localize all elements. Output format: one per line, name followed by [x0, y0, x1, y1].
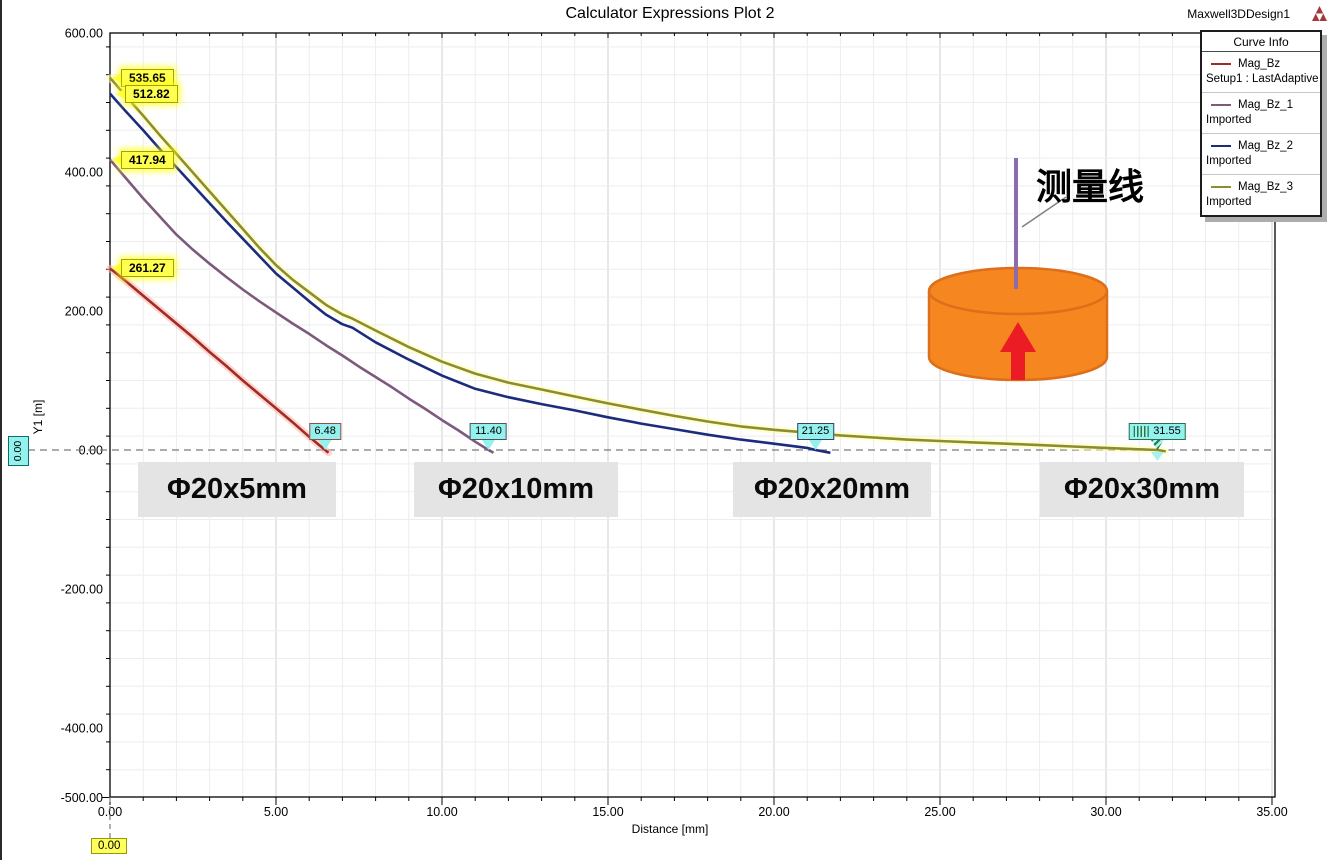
size-label-20x20: Φ20x20mm — [733, 462, 931, 517]
zero-marker-6.48[interactable]: 6.48 — [309, 423, 341, 450]
callout-value: 417.94 — [121, 150, 174, 169]
marker-value: 31.55 — [1129, 423, 1186, 440]
marker-tip-icon — [481, 440, 495, 450]
curve-Mag_Bz_2[interactable] — [109, 92, 831, 455]
window-edge — [0, 0, 2, 860]
data-label-535.65[interactable]: 535.65 — [111, 68, 174, 87]
legend-series-name: Mag_Bz — [1238, 58, 1281, 70]
plot-frame — [109, 32, 1276, 798]
data-label-261.27[interactable]: 261.27 — [111, 259, 174, 278]
svg-text:30.00: 30.00 — [1090, 805, 1121, 819]
svg-text:5.00: 5.00 — [264, 805, 288, 819]
svg-text:400.00: 400.00 — [65, 166, 103, 180]
plot-title: Calculator Expressions Plot 2 — [565, 5, 775, 22]
data-label-417.94[interactable]: 417.94 — [111, 150, 174, 169]
callout-arrow-icon — [115, 88, 125, 99]
legend-line-sample — [1211, 145, 1231, 147]
marker-tip-icon — [1150, 440, 1164, 450]
svg-text:200.00: 200.00 — [65, 305, 103, 319]
legend-entry-Mag_Bz_1: Mag_Bz_1 Imported — [1202, 92, 1320, 133]
zero-marker-11.40[interactable]: 11.40 — [470, 423, 507, 450]
magnetization-arrow-icon — [1000, 322, 1036, 380]
marker-value: 11.40 — [470, 423, 507, 440]
callout-arrow-icon — [111, 154, 121, 165]
callout-value: 261.27 — [121, 259, 174, 278]
axis-ticks — [102, 33, 1273, 805]
legend-series-name: Mag_Bz_2 — [1238, 140, 1293, 152]
size-label-20x30: Φ20x30mm — [1040, 462, 1244, 517]
legend-series-info: Setup1 : LastAdaptive — [1206, 73, 1319, 85]
x-axis-title: Distance [mm] — [631, 822, 709, 836]
data-label-512.82[interactable]: 512.82 — [115, 84, 178, 103]
callout-arrow-icon — [111, 263, 121, 274]
legend-line-sample — [1211, 63, 1231, 65]
callout-value: 512.82 — [125, 84, 178, 103]
zero-line-marker[interactable]: 0.00 — [8, 436, 29, 466]
legend-entry-Mag_Bz_3: Mag_Bz_3 Imported — [1202, 174, 1320, 215]
legend-series-info: Imported — [1206, 196, 1252, 208]
marker-sub-tip-icon — [1150, 452, 1164, 461]
size-label-20x5: Φ20x5mm — [138, 462, 336, 517]
design-name: Maxwell3DDesign1 — [1187, 7, 1290, 21]
svg-text:15.00: 15.00 — [592, 805, 623, 819]
zero-marker-21.25[interactable]: 21.25 — [796, 423, 835, 450]
origin-marker[interactable]: 0.00 — [91, 838, 128, 854]
marker-tip-icon — [809, 440, 822, 450]
legend-curve-info[interactable]: Curve Info Mag_Bz Setup1 : LastAdaptive Ma… — [1200, 30, 1322, 217]
curve-Mag_Bz_3[interactable] — [109, 76, 1167, 453]
svg-text:0.00: 0.00 — [98, 805, 122, 819]
svg-text:10.00: 10.00 — [426, 805, 457, 819]
y-tick-labels: 600.00400.00200.000.00-200.00-400.00-500… — [61, 27, 103, 806]
measure-line-label: 测量线 — [1036, 166, 1145, 207]
svg-text:-200.00: -200.00 — [61, 583, 103, 597]
svg-text:35.00: 35.00 — [1256, 805, 1287, 819]
zero-marker-31.55[interactable]: 31.55 — [1129, 423, 1186, 461]
legend-series-info: Imported — [1206, 155, 1252, 167]
svg-text:-400.00: -400.00 — [61, 722, 103, 736]
selection-hatch — [1134, 426, 1150, 437]
svg-text:25.00: 25.00 — [924, 805, 955, 819]
curve-Mag_Bz[interactable] — [109, 267, 330, 454]
marker-value: 21.25 — [796, 423, 835, 440]
legend-header: Curve Info — [1202, 32, 1320, 52]
size-label-20x10: Φ20x10mm — [414, 462, 618, 517]
legend-entry-Mag_Bz: Mag_Bz Setup1 : LastAdaptive — [1202, 52, 1320, 92]
y-axis-title: Y1 [m] — [31, 399, 45, 435]
legend-line-sample — [1211, 104, 1231, 106]
svg-text:20.00: 20.00 — [758, 805, 789, 819]
legend-line-sample — [1211, 186, 1231, 188]
gridlines — [110, 33, 1275, 797]
annotation-leader-line — [1021, 196, 1067, 228]
marker-tip-icon — [318, 440, 332, 450]
legend-series-info: Imported — [1206, 114, 1252, 126]
legend-entry-Mag_Bz_2: Mag_Bz_2 Imported — [1202, 133, 1320, 174]
legend-series-name: Mag_Bz_3 — [1238, 181, 1293, 193]
legend-series-name: Mag_Bz_1 — [1238, 99, 1293, 111]
svg-text:600.00: 600.00 — [65, 27, 103, 41]
curve-Mag_Bz_1[interactable] — [109, 158, 495, 454]
x-tick-labels: 0.00 5.00 10.00 15.00 20.00 25.00 30.00 35.00 — [98, 805, 1288, 819]
callout-arrow-icon — [111, 72, 121, 83]
svg-text:-500.00: -500.00 — [61, 791, 103, 805]
marker-value: 6.48 — [309, 423, 341, 440]
magnet-illustration — [927, 158, 1109, 382]
maxwell-logo-icon — [1312, 6, 1327, 21]
